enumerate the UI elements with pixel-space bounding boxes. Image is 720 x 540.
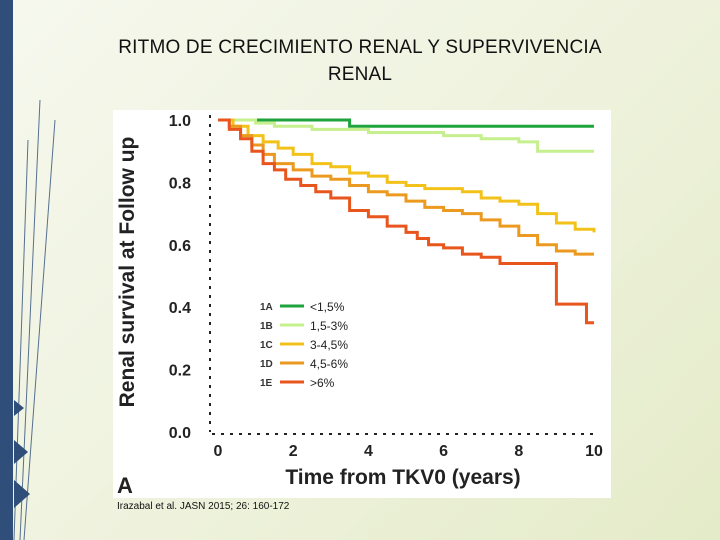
y-ticks: 0.0 0.2 0.4 0.6 0.8 1.0 — [169, 113, 191, 442]
legend-code: 1B — [260, 321, 273, 332]
y-tick-label: 0.8 — [169, 175, 191, 192]
left-accent-bar — [0, 0, 13, 540]
legend-code: 1A — [260, 302, 273, 313]
legend-label: 3-4,5% — [310, 338, 348, 352]
y-tick-label: 0.2 — [169, 363, 191, 380]
x-axis-label: Time from TKV0 (years) — [285, 466, 520, 489]
legend-code: 1C — [260, 340, 273, 351]
x-tick-label: 10 — [585, 443, 603, 460]
x-tick-label: 4 — [364, 443, 373, 460]
slide-title-line2: RENAL — [327, 64, 393, 85]
legend-label: <1,5% — [310, 300, 345, 314]
kaplan-meier-figure: 0.0 0.2 0.4 0.6 0.8 1.0 0 2 4 6 8 10 1A <1,5% 1B 1,5-… — [113, 110, 611, 498]
decorative-lines — [13, 99, 56, 540]
y-axis-label: Renal survival at Follow up — [116, 137, 139, 408]
legend-code: 1E — [260, 378, 273, 389]
y-tick-label: 0.0 — [169, 425, 191, 442]
legend: 1A <1,5% 1B 1,5-3% 1C 3-4,5% 1D 4,5-6% 1E >6% — [260, 300, 348, 390]
series-line-1d — [218, 118, 594, 256]
legend-code: 1D — [260, 359, 273, 370]
survival-chart: 0.0 0.2 0.4 0.6 0.8 1.0 0 2 4 6 8 10 1A <1,5% 1B 1,5-… — [116, 113, 603, 498]
y-tick-label: 0.4 — [169, 300, 191, 317]
slide-title-line1: RITMO DE CRECIMIENTO RENAL Y SUPERVIVENC… — [118, 37, 602, 58]
x-tick-label: 0 — [214, 443, 223, 460]
legend-label: >6% — [310, 376, 335, 390]
y-tick-label: 1.0 — [169, 113, 191, 130]
y-tick-label: 0.6 — [169, 238, 191, 255]
series-line-1e — [218, 118, 594, 325]
legend-label: 1,5-3% — [310, 319, 348, 333]
axes — [209, 115, 593, 435]
citation: Irazabal et al. JASN 2015; 26: 160-172 — [117, 501, 290, 512]
x-tick-label: 6 — [439, 443, 448, 460]
x-tick-label: 8 — [514, 443, 523, 460]
x-tick-label: 2 — [289, 443, 298, 460]
slide-title: RITMO DE CRECIMIENTO RENAL Y SUPERVIVENC… — [60, 34, 660, 88]
series-line-1a — [218, 118, 594, 128]
legend-label: 4,5-6% — [310, 357, 348, 371]
series-line-1c — [218, 118, 596, 233]
panel-label: A — [117, 473, 133, 498]
x-ticks: 0 2 4 6 8 10 — [214, 443, 603, 460]
series-lines — [218, 118, 596, 325]
series-line-1b — [218, 118, 594, 153]
